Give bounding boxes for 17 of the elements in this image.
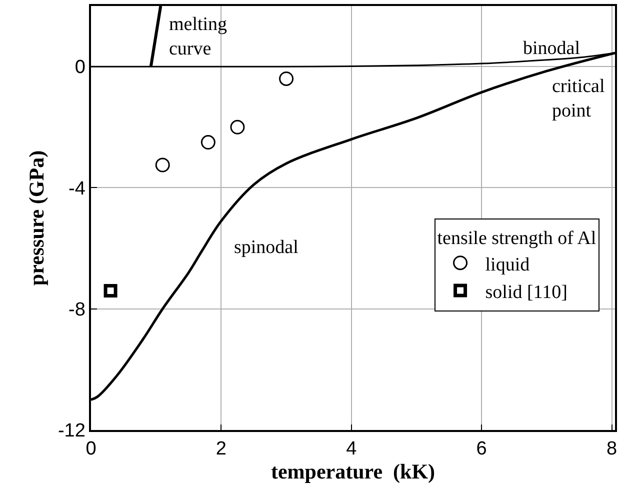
annotation: spinodal (234, 237, 298, 258)
legend-title: tensile strength of Al (437, 228, 596, 249)
annotation: binodal (523, 38, 580, 59)
y-tick-label: 0 (74, 57, 86, 78)
annotation: melting curve (169, 14, 228, 60)
x-tick-label: 2 (216, 438, 226, 460)
annotation: critical point (552, 76, 605, 122)
y-tick-label: -12 (58, 420, 86, 442)
y-tick-label: -4 (68, 178, 86, 200)
x-tick-label: 4 (346, 438, 358, 460)
x-tick-label: 6 (476, 438, 487, 460)
x-axis-title: temperature (kK) (270, 460, 436, 484)
y-axis-title: pressure (GPa) (24, 150, 49, 286)
legend-label: liquid (485, 254, 530, 276)
y-tick-label: -8 (68, 300, 86, 321)
x-tick-label: 8 (606, 438, 618, 460)
legend-label: solid [110] (485, 282, 568, 303)
